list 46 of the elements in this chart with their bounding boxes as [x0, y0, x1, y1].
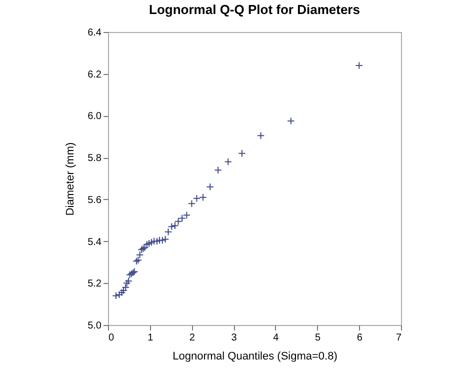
point	[182, 211, 191, 219]
y-tick-label: 5.2	[88, 278, 102, 290]
y-tick-label: 6.0	[88, 111, 102, 122]
point	[118, 288, 126, 296]
point	[145, 240, 153, 248]
point	[112, 292, 120, 300]
point	[178, 214, 186, 222]
point	[224, 158, 232, 166]
y-tick-label: 5.0	[88, 320, 102, 332]
point	[199, 193, 207, 202]
y-tick-label: 5.8	[88, 153, 102, 164]
chart-title: Lognormal Q-Q Plot for Diameters	[149, 2, 360, 17]
y-tick-label: 5.6	[88, 194, 102, 206]
x-tick-label: 1	[148, 332, 154, 344]
point	[192, 194, 201, 202]
point	[136, 251, 144, 259]
x-tick-label: 0	[108, 332, 114, 344]
point	[287, 117, 295, 125]
point	[124, 277, 132, 285]
point	[238, 150, 246, 158]
point	[120, 286, 128, 294]
y-tick-label: 5.4	[88, 236, 102, 248]
y-axis-title: Diameter (mm)	[64, 142, 77, 216]
x-tick-label: 3	[231, 332, 238, 344]
point	[115, 290, 124, 299]
point	[188, 200, 196, 208]
x-tick-label: 7	[396, 332, 402, 344]
point	[214, 166, 222, 174]
point	[126, 270, 134, 279]
point	[148, 238, 156, 246]
x-axis-title: Lognormal Quantiles (Sigma=0.8)	[172, 350, 338, 362]
x-tick-label: 4	[273, 332, 280, 344]
point	[256, 132, 265, 140]
point	[138, 246, 146, 254]
y-tick-label: 6.4	[88, 28, 102, 38]
point	[168, 222, 176, 230]
point	[164, 228, 172, 236]
y-tick-label: 6.2	[88, 69, 102, 80]
point	[206, 183, 214, 191]
point	[122, 279, 131, 287]
x-tick-label: 5	[315, 332, 322, 344]
point	[171, 222, 179, 230]
x-tick-label: 2	[189, 332, 196, 344]
x-tick-label: 6	[356, 332, 363, 344]
point	[174, 218, 182, 226]
point	[355, 62, 363, 70]
